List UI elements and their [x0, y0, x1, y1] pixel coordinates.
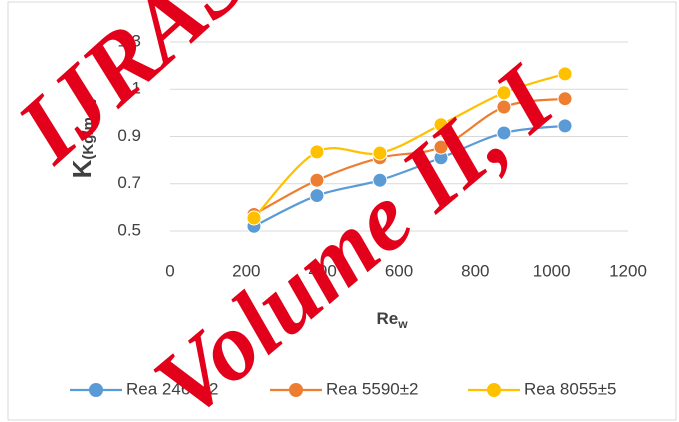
- x-tick-label: 800: [461, 261, 489, 280]
- data-point: [309, 188, 325, 204]
- x-tick-label: 400: [308, 261, 336, 280]
- chart-border: [7, 1, 677, 421]
- legend-marker: [487, 383, 501, 397]
- data-point: [433, 117, 449, 133]
- legend-label: Rea 2460±2: [126, 379, 219, 398]
- x-tick-label: 1200: [609, 261, 647, 280]
- x-tick-label: 600: [385, 261, 413, 280]
- y-tick-label: 1.3: [117, 31, 141, 50]
- legend-marker: [289, 383, 303, 397]
- y-tick-label: 0.7: [117, 173, 141, 192]
- x-tick-label: 200: [232, 261, 260, 280]
- data-point: [557, 118, 573, 134]
- data-point: [309, 144, 325, 160]
- data-point: [496, 85, 512, 101]
- x-axis-label: Rew: [376, 309, 408, 331]
- data-point: [496, 125, 512, 141]
- legend-label: Rea 8055±5: [524, 379, 617, 398]
- legend-marker: [89, 383, 103, 397]
- y-axis-label: K(Kg/m2s): [67, 98, 99, 179]
- y-tick-label: 0.9: [117, 126, 141, 145]
- watermark: Volume II, I: [134, 43, 575, 422]
- y-tick-label: 1.1: [117, 79, 141, 98]
- data-point: [372, 172, 388, 188]
- x-tick-label: 1000: [533, 261, 571, 280]
- data-point: [246, 210, 262, 226]
- data-point: [557, 91, 573, 107]
- data-point: [372, 145, 388, 161]
- data-point: [433, 139, 449, 155]
- data-point: [557, 66, 573, 82]
- data-point: [309, 172, 325, 188]
- legend-label: Rea 5590±2: [326, 379, 419, 398]
- y-tick-label: 0.5: [117, 220, 141, 239]
- x-tick-label: 0: [165, 261, 174, 280]
- watermark: IJRAS: [0, 0, 267, 183]
